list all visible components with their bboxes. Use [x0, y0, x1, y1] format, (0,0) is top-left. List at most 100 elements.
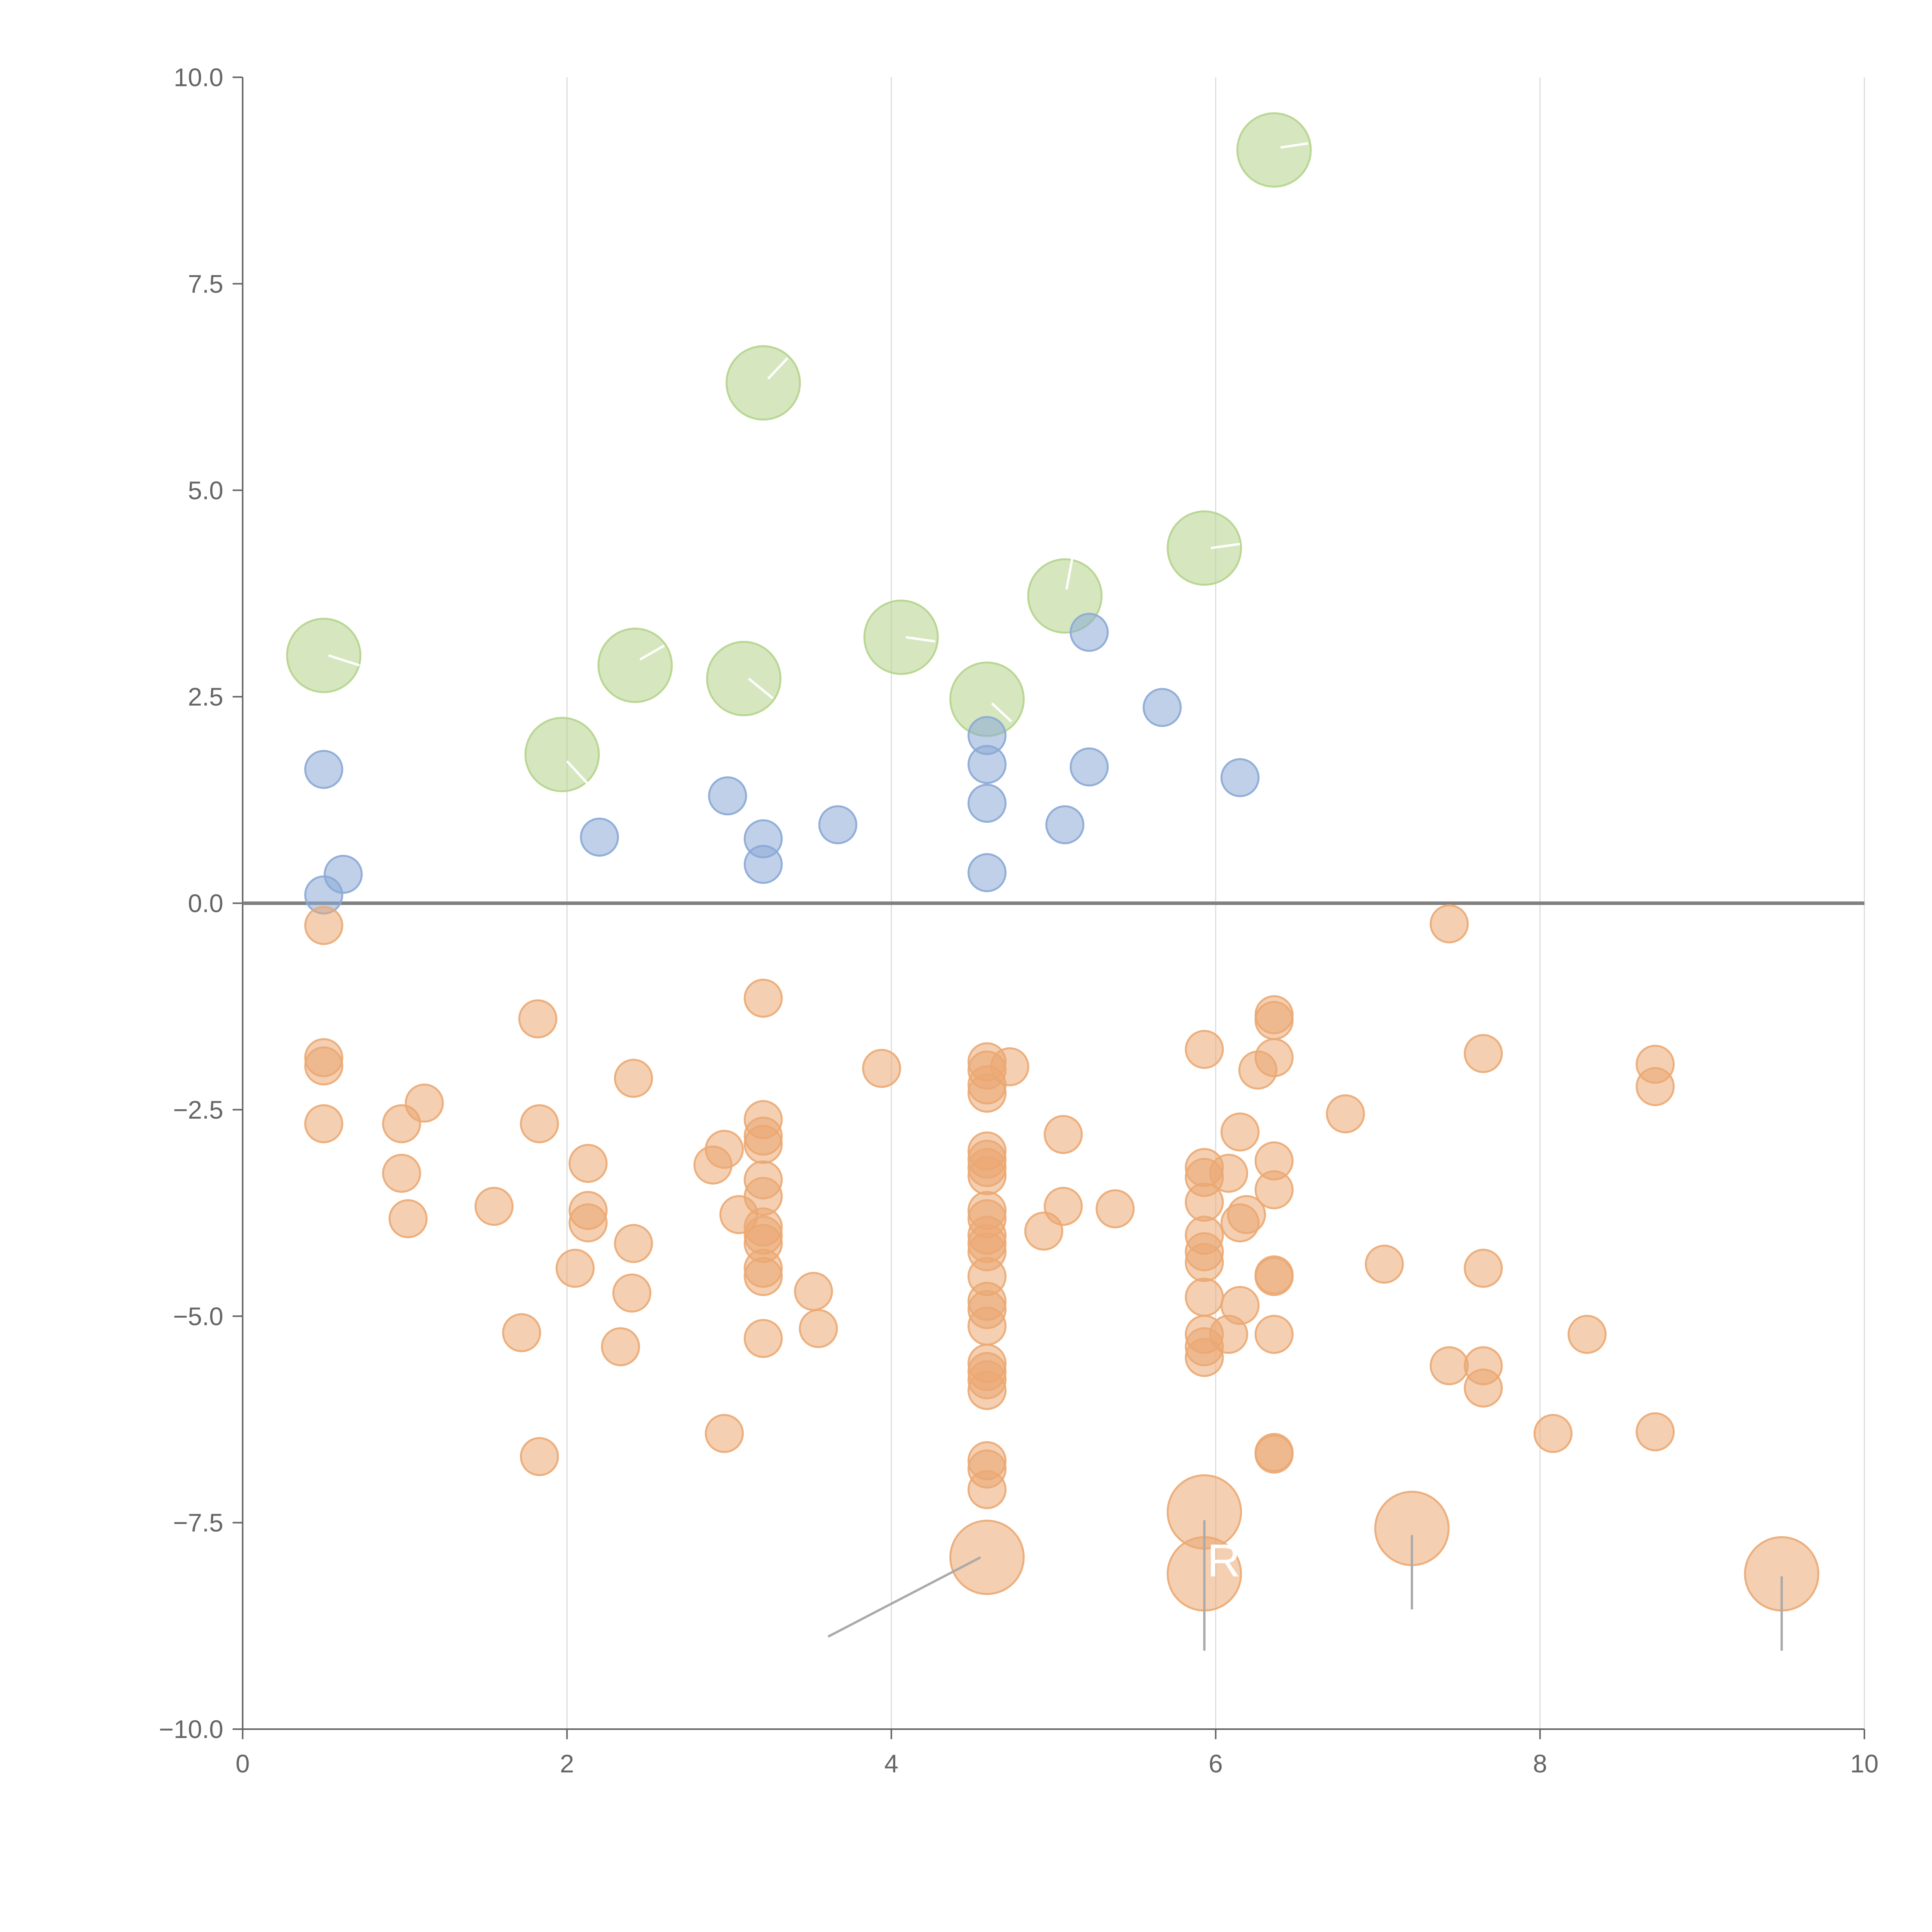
point-blue-4: [708, 776, 747, 816]
point-orange-6: [388, 1199, 428, 1238]
point-orange-17: [601, 1327, 640, 1366]
point-green-8: [1167, 510, 1242, 586]
leader-line-11: [1065, 554, 1074, 590]
point-orange-37: [794, 1272, 833, 1311]
point-green-0: [286, 617, 362, 693]
point-orange-47: [967, 1156, 1007, 1196]
point-orange-98: [1365, 1245, 1404, 1284]
point-orange-82: [1220, 1112, 1260, 1152]
point-orange-97: [1326, 1094, 1365, 1134]
y-tick-label-5: −2.5: [173, 1095, 223, 1124]
point-green-9: [1236, 112, 1312, 188]
point-orange-85: [1227, 1195, 1266, 1234]
point-orange-0: [304, 906, 344, 945]
point-blue-15: [1143, 688, 1182, 727]
point-orange-43: [967, 1073, 1007, 1113]
point-orange-84: [1220, 1286, 1260, 1325]
leader-line-0: [827, 1556, 981, 1638]
point-orange-38: [799, 1309, 838, 1348]
annotations: R: [1207, 1535, 1241, 1587]
point-orange-68: [1095, 1189, 1135, 1228]
point-orange-75: [1185, 1243, 1224, 1282]
point-green-3: [706, 641, 782, 716]
point-blue-10: [967, 784, 1007, 823]
x-tick-label-10: 10: [1850, 1749, 1878, 1778]
point-orange-102: [1464, 1248, 1503, 1288]
point-orange-80: [1209, 1153, 1248, 1193]
leader-line-13: [1280, 142, 1308, 149]
point-orange-89: [1254, 1038, 1294, 1077]
point-orange-36: [743, 1319, 783, 1358]
point-orange-94: [1254, 1315, 1294, 1354]
series-orange-large: [949, 1474, 1820, 1612]
point-blue-0: [304, 750, 344, 789]
point-orange-99: [1430, 904, 1469, 944]
point-orange-5: [382, 1153, 421, 1193]
point-blue-12: [1045, 805, 1085, 844]
point-orange-66: [1044, 1115, 1083, 1154]
leader-line-9: [906, 636, 935, 643]
y-tick-label-3: 2.5: [188, 682, 223, 711]
point-orange-23: [705, 1414, 744, 1453]
x-tick-label-0: 0: [236, 1749, 250, 1778]
leader-line-12: [1211, 543, 1240, 549]
point-blue-11: [967, 853, 1007, 892]
point-orange-3: [304, 1104, 344, 1143]
point-orange-25: [743, 978, 783, 1018]
point-orange-7: [405, 1083, 444, 1123]
point-green-5: [863, 599, 939, 675]
point-orange-109: [1636, 1412, 1675, 1451]
point-blue-14: [1070, 747, 1109, 787]
point-orange-35: [743, 1257, 783, 1296]
point-orange-10: [518, 999, 558, 1039]
y-tick-label-7: −7.5: [173, 1509, 223, 1537]
point-green-1: [524, 717, 600, 793]
leader-line-10: [991, 702, 1012, 723]
point-orange-56: [967, 1306, 1007, 1346]
y-tick-label-8: −10.0: [159, 1715, 223, 1743]
series-blue: [304, 612, 1260, 915]
label-leader-lines: [328, 142, 1783, 1651]
point-orange-8: [474, 1187, 514, 1226]
point-green-2: [597, 628, 673, 703]
y-tick-label-6: −5.0: [173, 1302, 223, 1330]
point-orange-28: [743, 1125, 783, 1164]
y-tick-label-1: 7.5: [188, 269, 223, 298]
point-orange-22: [705, 1129, 744, 1169]
y-tick-label-2: 5.0: [188, 476, 223, 505]
point-orange-72: [1185, 1182, 1224, 1222]
point-orange-12: [520, 1437, 559, 1476]
x-tick-label-2: 2: [560, 1749, 574, 1778]
point-orange-60: [967, 1371, 1007, 1410]
data-points: [286, 112, 1820, 1612]
leader-line-5: [566, 760, 591, 787]
point-orange-88: [1254, 1001, 1294, 1040]
y-tick-label-0: 10.0: [174, 63, 223, 92]
point-orange-63: [967, 1470, 1007, 1509]
point-orange-106: [1567, 1315, 1607, 1354]
point-blue-9: [967, 745, 1007, 784]
leader-line-6: [639, 645, 665, 661]
point-orange-16: [568, 1203, 608, 1243]
series-orange: [304, 904, 1675, 1509]
point-orange-101: [1464, 1034, 1503, 1073]
point-orange-79: [1185, 1338, 1224, 1377]
point-orange-9: [502, 1313, 541, 1352]
point-blue-7: [818, 805, 857, 844]
point-orange-large-0: [949, 1519, 1025, 1595]
series-green: [286, 112, 1312, 793]
point-orange-105: [1533, 1414, 1573, 1453]
point-green-4: [725, 345, 801, 421]
point-blue-3: [580, 818, 619, 857]
point-orange-76: [1185, 1277, 1224, 1317]
point-blue-2: [323, 855, 363, 894]
point-orange-108: [1636, 1067, 1675, 1106]
point-orange-93: [1254, 1257, 1294, 1296]
point-blue-13: [1070, 612, 1109, 652]
point-blue-16: [1220, 758, 1260, 798]
annotation-label-0: R: [1207, 1535, 1241, 1587]
point-orange-14: [568, 1144, 608, 1183]
point-orange-13: [555, 1248, 595, 1288]
